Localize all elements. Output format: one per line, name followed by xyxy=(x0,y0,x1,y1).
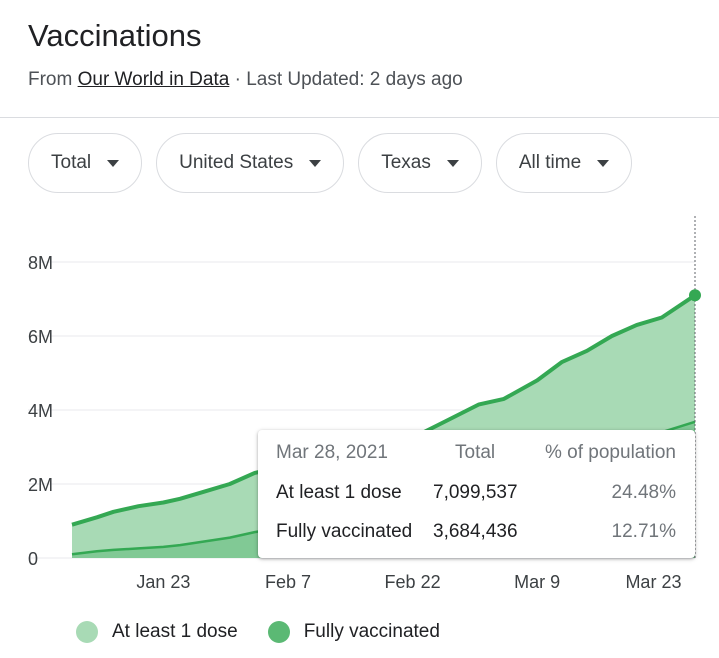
from-label: From xyxy=(28,69,73,90)
tooltip-date: Mar 28, 2021 xyxy=(276,442,388,463)
filter-bar: Total United States Texas All time xyxy=(28,133,633,193)
tooltip-row-label: Fully vaccinated xyxy=(276,521,413,542)
legend-swatch xyxy=(76,621,98,643)
caret-down-icon xyxy=(446,159,459,167)
caret-down-icon xyxy=(597,159,610,167)
legend-label: Fully vaccinated xyxy=(303,621,440,642)
tooltip-row-label: At least 1 dose xyxy=(276,482,402,503)
chart-tooltip: Mar 28, 2021 Total % of population At le… xyxy=(258,430,695,558)
x-tick-label: Feb 7 xyxy=(265,572,311,592)
metric-dropdown[interactable]: Total xyxy=(28,133,143,193)
y-tick-label: 8M xyxy=(28,253,53,273)
legend-item-first-dose[interactable]: At least 1 dose xyxy=(76,621,238,643)
source-line: From Our World in Data · Last Updated: 2… xyxy=(28,69,463,91)
metric-dropdown-label: Total xyxy=(51,152,92,173)
tooltip-row-pct: 24.48% xyxy=(611,482,676,503)
caret-down-icon xyxy=(309,159,322,167)
time-range-dropdown-label: All time xyxy=(518,152,582,173)
tooltip-row-total: 7,099,537 xyxy=(433,482,518,503)
x-tick-label: Feb 22 xyxy=(385,572,441,592)
legend-item-fully-vaccinated[interactable]: Fully vaccinated xyxy=(267,621,440,643)
tooltip-col-pct: % of population xyxy=(545,442,676,463)
chart-legend: At least 1 dose Fully vaccinated xyxy=(76,621,470,643)
y-tick-label: 2M xyxy=(28,475,53,495)
legend-swatch xyxy=(267,621,290,643)
country-dropdown[interactable]: United States xyxy=(156,133,345,193)
header-divider xyxy=(0,117,719,118)
caret-down-icon xyxy=(107,159,120,167)
y-tick-label: 4M xyxy=(28,401,53,421)
tooltip-row-total: 3,684,436 xyxy=(433,521,518,542)
y-tick-label: 6M xyxy=(28,327,53,347)
legend-label: At least 1 dose xyxy=(112,621,238,642)
last-updated: · Last Updated: 2 days ago xyxy=(234,69,463,90)
x-tick-label: Mar 9 xyxy=(514,572,560,592)
source-link[interactable]: Our World in Data xyxy=(77,69,230,90)
y-tick-label: 0 xyxy=(28,549,38,569)
region-dropdown-label: Texas xyxy=(381,152,431,173)
x-tick-label: Jan 23 xyxy=(136,572,190,592)
region-dropdown[interactable]: Texas xyxy=(358,133,482,193)
page-title: Vaccinations xyxy=(28,18,202,53)
tooltip-col-total: Total xyxy=(455,442,496,463)
time-range-dropdown[interactable]: All time xyxy=(495,133,633,193)
country-dropdown-label: United States xyxy=(179,152,294,173)
x-tick-label: Mar 23 xyxy=(625,572,681,592)
tooltip-row-pct: 12.71% xyxy=(611,521,676,542)
highlight-point xyxy=(689,289,701,302)
